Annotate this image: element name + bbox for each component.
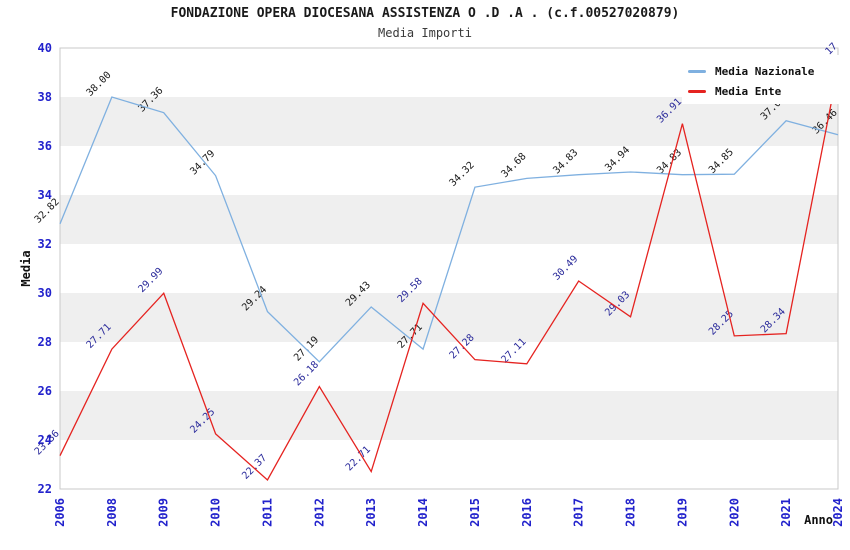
value-label: 34.94	[603, 145, 632, 174]
y-tick-label: 36	[38, 139, 52, 153]
x-tick-label: 2009	[157, 498, 171, 527]
x-tick-label: 2010	[209, 498, 223, 527]
grid-band	[60, 391, 838, 440]
value-label: 34.32	[448, 160, 477, 189]
x-axis-title: Anno	[804, 513, 833, 527]
y-tick-label: 26	[38, 384, 52, 398]
x-tick-label: 2018	[624, 498, 638, 527]
x-tick-label: 2021	[779, 498, 793, 527]
value-label: 38.00	[85, 70, 114, 99]
y-tick-label: 24	[38, 433, 52, 447]
x-tick-label: 2020	[727, 498, 741, 527]
legend-item-label: Media Nazionale	[715, 64, 815, 78]
chart-subtitle: Media Importi	[378, 26, 472, 40]
y-tick-label: 40	[38, 41, 52, 55]
grid-band	[60, 195, 838, 244]
value-label: 34.83	[551, 147, 580, 176]
x-tick-label: 2014	[416, 498, 430, 527]
media-ente-line-swatch-icon	[688, 89, 706, 93]
x-tick-label: 2012	[312, 498, 326, 527]
plot-border	[59, 47, 839, 490]
value-label: 22.71	[344, 444, 373, 473]
x-tick-label: 2006	[53, 498, 67, 527]
value-label: 34.68	[499, 151, 528, 180]
grid-band	[60, 293, 838, 342]
legend-item-media-ente: Media Ente	[688, 81, 845, 101]
y-tick-label: 38	[38, 90, 52, 104]
x-tick-label: 2008	[105, 498, 119, 527]
y-tick-label: 32	[38, 237, 52, 251]
chart-title: FONDAZIONE OPERA DIOCESANA ASSISTENZA O …	[170, 6, 680, 21]
chart-legend: Media Nazionale Media Ente	[682, 55, 845, 104]
media-ente-line	[59, 68, 839, 481]
y-tick-label: 30	[38, 286, 52, 300]
y-tick-label: 28	[38, 335, 52, 349]
x-tick-label: 2013	[364, 498, 378, 527]
x-tick-label: 2019	[675, 498, 689, 527]
value-label: 26.18	[292, 359, 321, 388]
value-label: 30.49	[551, 254, 580, 283]
x-tick-label: 2017	[572, 498, 586, 527]
media-nazionale-line	[59, 96, 839, 363]
y-tick-label: 22	[38, 482, 52, 496]
value-label: 34.85	[707, 147, 736, 176]
media-nazionale-line-swatch-icon	[688, 69, 706, 73]
value-label: 29.99	[136, 266, 165, 295]
grid-band	[60, 97, 838, 146]
legend-item-label: Media Ente	[715, 84, 782, 98]
legend-item-media-nazionale: Media Nazionale	[688, 61, 845, 81]
x-tick-label: 2024	[831, 498, 845, 527]
x-tick-label: 2015	[468, 498, 482, 527]
y-axis-title: Media	[19, 250, 33, 286]
x-tick-label: 2011	[260, 498, 274, 527]
y-tick-label: 34	[38, 188, 52, 202]
x-tick-label: 2016	[520, 498, 534, 527]
